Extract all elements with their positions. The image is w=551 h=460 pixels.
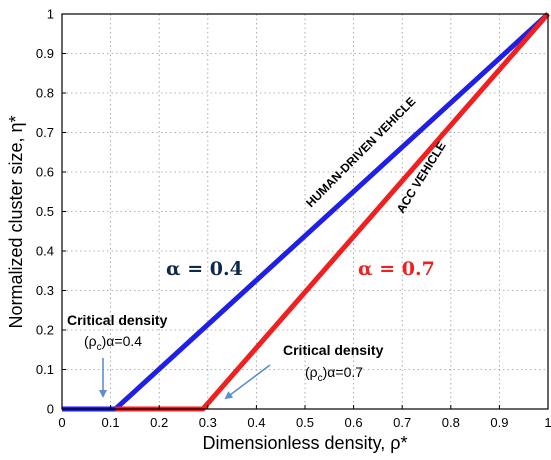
critical-density-label-2: Critical density [283,342,384,358]
alpha-label-red: α = 0.7 [358,258,435,280]
critical-density-arrows [99,358,271,400]
x-axis-ticks: 0 0.1 0.2 0.3 0.4 0.5 0.6 0.7 0.8 0.9 1 [58,405,551,430]
y-tick-label: 0.9 [36,46,54,61]
x-tick-label: 1 [544,415,551,430]
x-tick-label: 0.8 [442,415,460,430]
x-tick-label: 0.1 [102,415,120,430]
y-tick-label: 0 [47,402,54,417]
y-tick-label: 0.5 [36,204,54,219]
x-tick-label: 0 [58,415,65,430]
x-tick-label: 0.2 [150,415,168,430]
y-tick-label: 0.2 [36,323,54,338]
y-tick-label: 0.1 [36,362,54,377]
x-tick-label: 0.6 [345,415,363,430]
y-tick-label: 0.7 [36,125,54,140]
series-label-human: HUMAN-DRIVEN VEHICLE [303,94,418,210]
critical-density-label-1: Critical density [67,312,168,328]
y-tick-label: 0.4 [36,244,54,259]
x-tick-label: 0.4 [247,415,265,430]
x-tick-label: 0.3 [199,415,217,430]
critical-density-symbol-2: (ρc)α=0.7 [305,364,363,384]
x-tick-label: 0.9 [490,415,508,430]
y-axis-title: Normalized cluster size, η* [6,115,26,328]
y-tick-label: 0.3 [36,283,54,298]
critical-density-symbol-1: (ρc)α=0.4 [84,333,142,353]
y-tick-label: 1 [47,7,54,22]
alpha-label-blue: α = 0.4 [166,258,243,280]
critical-density-arrow-2 [224,364,271,400]
y-axis-ticks: 0 0.1 0.2 0.3 0.4 0.5 0.6 0.7 0.8 0.9 1 [36,7,66,417]
x-axis-title: Dimensionless density, ρ* [203,433,408,453]
y-tick-label: 0.8 [36,86,54,101]
x-tick-label: 0.5 [296,415,314,430]
x-tick-label: 0.7 [393,415,411,430]
y-tick-label: 0.6 [36,165,54,180]
